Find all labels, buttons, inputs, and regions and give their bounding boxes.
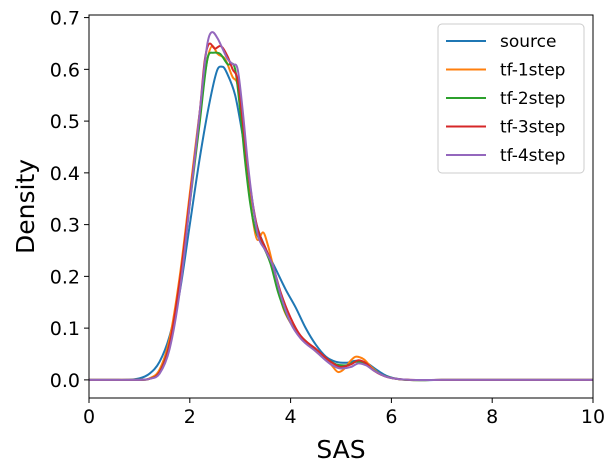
y-tick-label: 0.1 — [50, 318, 80, 340]
x-tick-label: 8 — [486, 406, 498, 428]
x-tick-label: 2 — [184, 406, 196, 428]
legend-label: tf-1step — [500, 61, 565, 81]
legend-label: tf-2step — [500, 89, 565, 109]
legend: source tf-1step tf-2step tf-3step tf-4step — [438, 24, 584, 173]
x-tick-label: 6 — [385, 406, 397, 428]
legend-label: tf-4step — [500, 146, 565, 166]
y-tick-label: 0.4 — [50, 163, 80, 185]
legend-label: tf-3step — [500, 118, 565, 138]
x-axis-label: SAS — [316, 435, 365, 464]
x-tick-label: 4 — [285, 406, 297, 428]
y-axis-label: Density — [11, 159, 40, 254]
x-tick-label: 0 — [83, 406, 95, 428]
legend-label: source — [500, 32, 556, 52]
y-tick-label: 0.7 — [50, 8, 80, 30]
y-tick-label: 0.5 — [50, 111, 80, 133]
y-tick-label: 0.2 — [50, 266, 80, 288]
y-tick-label: 0.0 — [50, 370, 80, 392]
x-tick-label: 10 — [581, 406, 605, 428]
y-tick-label: 0.6 — [50, 59, 80, 81]
y-tick-label: 0.3 — [50, 215, 80, 237]
